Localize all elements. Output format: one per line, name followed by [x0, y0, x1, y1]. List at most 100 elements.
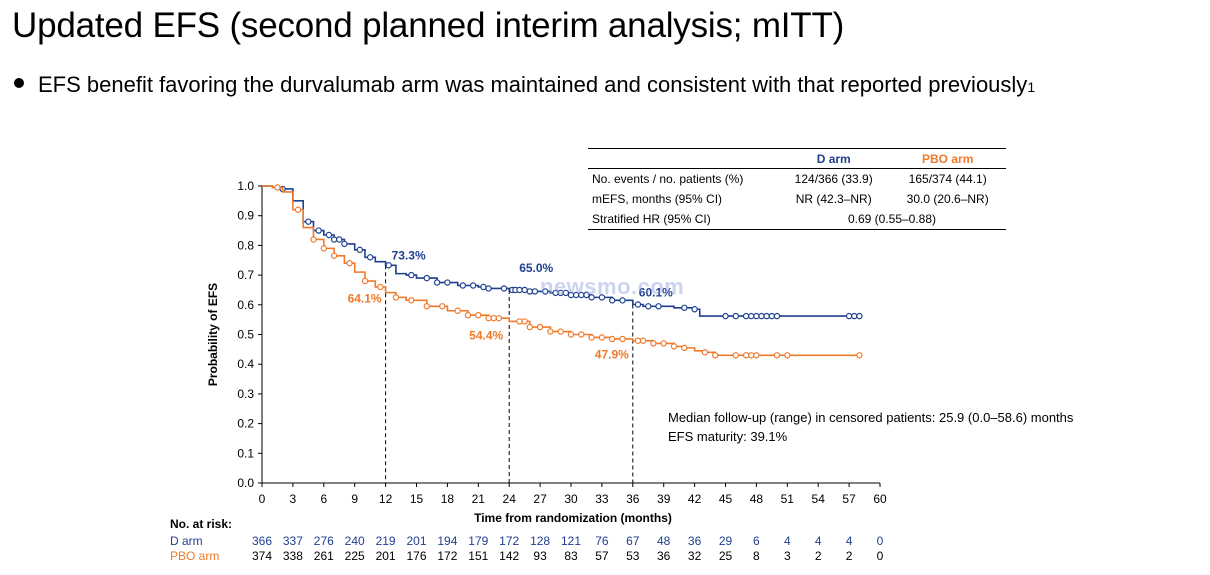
risk-count-pbo-arm: 176	[406, 549, 427, 563]
censor-mark	[526, 288, 534, 295]
table-row: No. events / no. patients (%) 124/366 (3…	[588, 169, 1006, 190]
censor-mark	[490, 314, 497, 322]
censor-mark	[385, 262, 392, 269]
censor-mark	[423, 303, 430, 310]
y-tick-label: 0.5	[237, 328, 254, 342]
risk-table-header: No. at risk:	[170, 517, 233, 531]
x-tick-label: 6	[320, 492, 327, 506]
risk-count-pbo-arm: 172	[437, 549, 458, 563]
risk-count-pbo-arm: 93	[533, 549, 547, 563]
x-axis-label: Time from randomization (months)	[474, 511, 672, 525]
censor-mark	[454, 307, 461, 314]
table-header-d-arm: D arm	[778, 148, 890, 169]
table-cell: 165/374 (44.1)	[908, 172, 987, 186]
risk-count-d-arm: 240	[344, 534, 365, 548]
x-tick-label: 21	[472, 492, 486, 506]
censor-mark	[516, 318, 523, 325]
censor-mark	[516, 286, 523, 294]
x-tick-label: 60	[873, 492, 887, 506]
censor-mark	[562, 289, 570, 297]
censor-mark	[531, 288, 539, 295]
risk-count-pbo-arm: 36	[657, 549, 671, 563]
risk-count-d-arm: 128	[530, 534, 551, 548]
risk-label-pbo-arm: PBO arm	[170, 549, 220, 563]
censor-mark	[639, 337, 647, 344]
censor-mark	[567, 331, 575, 338]
censor-mark	[392, 294, 400, 301]
y-tick-label: 0.6	[237, 298, 254, 312]
bullet-point: EFS benefit favoring the durvalumab arm …	[14, 72, 1035, 98]
table-row: Stratified HR (95% CI) 0.69 (0.55–0.88)	[588, 209, 1006, 230]
data-label: 60.1%	[639, 286, 673, 300]
x-tick-label: 33	[595, 492, 609, 506]
censor-mark	[856, 312, 863, 320]
y-tick-label: 1.0	[237, 179, 254, 193]
risk-count-pbo-arm: 0	[876, 549, 884, 563]
summary-table: D arm PBO arm No. events / no. patients …	[588, 148, 1006, 230]
censor-mark	[856, 352, 863, 359]
censor-mark	[753, 312, 760, 320]
censor-mark	[773, 352, 781, 359]
risk-count-d-arm: 337	[282, 534, 303, 548]
axes: 0.00.10.20.30.40.50.60.70.80.91.00 3 6 9 12 1…	[206, 179, 887, 525]
risk-count-d-arm: 219	[375, 534, 396, 548]
censor-mark	[742, 312, 750, 320]
risk-count-pbo-arm: 2	[845, 549, 853, 563]
censor-mark	[609, 297, 616, 304]
risk-count-pbo-arm: 151	[468, 549, 489, 563]
censor-mark	[598, 294, 606, 301]
x-tick-label: 42	[688, 492, 702, 506]
censor-mark	[578, 331, 585, 338]
censor-mark	[742, 352, 750, 359]
risk-count-pbo-arm: 25	[718, 549, 733, 563]
censor-mark	[598, 334, 606, 341]
censor-mark	[469, 282, 477, 289]
table-cell: NR (42.3–NR)	[795, 192, 872, 206]
risk-count-d-arm: 366	[251, 534, 273, 548]
x-tick-label: 24	[503, 492, 517, 506]
risk-count-pbo-arm: 57	[595, 549, 609, 563]
risk-count-pbo-arm: 3	[783, 549, 791, 563]
censor-mark	[500, 285, 508, 292]
x-tick-label: 12	[379, 492, 393, 506]
censor-mark	[480, 283, 487, 291]
x-tick-label: 54	[812, 492, 826, 506]
censor-mark	[748, 312, 755, 320]
data-label: 54.4%	[469, 328, 503, 342]
censor-mark	[758, 312, 765, 320]
data-label: 73.3%	[392, 248, 426, 262]
censor-mark	[495, 314, 503, 322]
censor-mark	[634, 301, 642, 308]
x-tick-label: 0	[259, 492, 266, 506]
censor-mark	[521, 318, 528, 325]
x-tick-label: 36	[626, 492, 640, 506]
censor-mark	[732, 352, 740, 359]
censor-mark	[330, 252, 338, 259]
censor-mark	[681, 344, 688, 352]
x-tick-label: 3	[290, 492, 297, 506]
risk-count-pbo-arm: 374	[251, 549, 273, 563]
x-tick-label: 15	[410, 492, 424, 506]
censor-mark	[768, 312, 776, 320]
table-cell: No. events / no. patients (%)	[592, 172, 744, 186]
x-tick-label: 45	[719, 492, 733, 506]
risk-count-pbo-arm: 225	[344, 549, 365, 563]
risk-count-d-arm: 194	[437, 534, 458, 548]
x-tick-label: 57	[842, 492, 856, 506]
censor-mark	[408, 271, 415, 279]
censor-mark	[310, 236, 317, 243]
table-cell: Stratified HR (95% CI)	[592, 212, 711, 226]
x-tick-label: 51	[781, 492, 795, 506]
data-label: 47.9%	[595, 348, 629, 362]
censor-mark	[619, 297, 626, 304]
censor-mark	[444, 279, 451, 286]
censor-mark	[851, 312, 858, 320]
censor-mark	[670, 343, 678, 350]
censor-mark	[294, 206, 302, 213]
table-header-empty	[588, 148, 778, 169]
risk-label-d-arm: D arm	[170, 534, 203, 548]
censor-mark	[732, 312, 740, 320]
censor-mark	[433, 279, 441, 286]
y-tick-label: 0.8	[237, 238, 254, 252]
